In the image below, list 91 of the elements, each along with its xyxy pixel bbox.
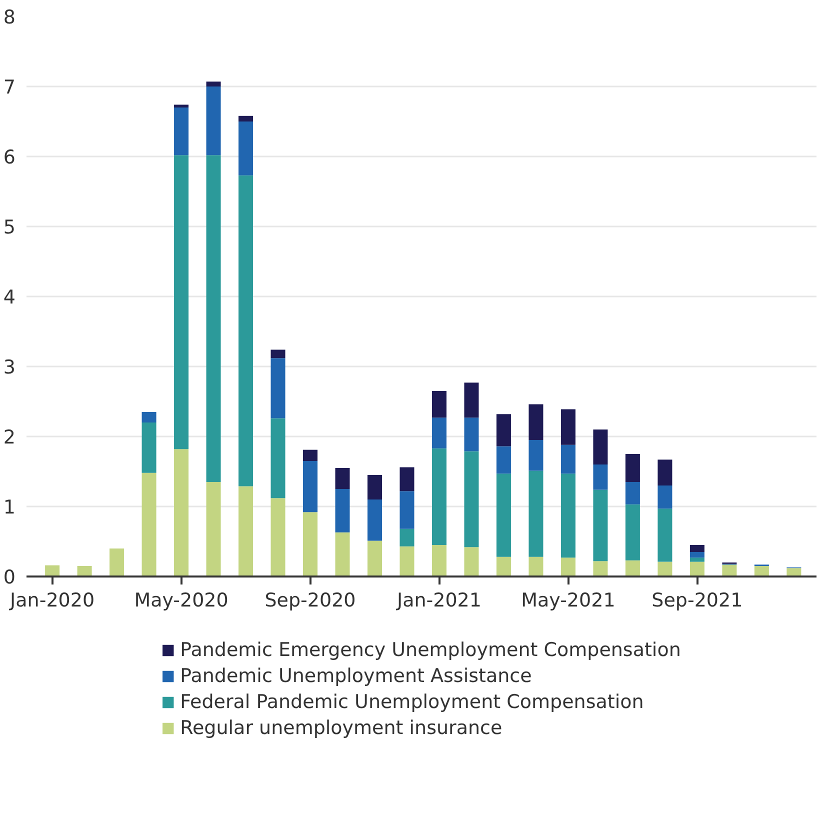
bar	[625, 560, 640, 576]
x-tick-label: Jan-2020	[9, 590, 95, 612]
bar	[528, 556, 544, 576]
bar	[658, 508, 672, 562]
bar	[142, 412, 156, 422]
bar	[206, 82, 221, 86]
bar	[432, 391, 446, 418]
bar	[303, 512, 318, 576]
bar	[270, 350, 286, 358]
x-tick-label: May-2021	[521, 590, 616, 612]
bar	[528, 404, 544, 440]
bar	[464, 547, 479, 576]
bar	[690, 552, 704, 558]
legend-label: Regular unemployment insurance	[180, 717, 502, 739]
bar	[658, 562, 672, 576]
bar	[400, 546, 414, 576]
bar	[658, 460, 672, 486]
bar	[625, 504, 640, 560]
bar	[270, 358, 286, 418]
bar	[593, 561, 608, 576]
y-tick-label: 4	[3, 286, 16, 308]
bar	[206, 482, 221, 576]
legend-label: Pandemic Emergency Unemployment Compensation	[180, 639, 681, 661]
bar	[110, 548, 124, 576]
bar	[690, 558, 704, 562]
bar	[528, 440, 544, 471]
bar	[270, 498, 286, 576]
bar	[367, 540, 382, 576]
y-tick-label: 5	[3, 216, 16, 238]
bar	[464, 451, 479, 548]
bar	[367, 475, 382, 500]
bar	[142, 472, 156, 576]
bar	[432, 448, 446, 545]
y-tick-label: 8	[3, 6, 16, 28]
bar	[625, 482, 640, 504]
bar	[238, 486, 254, 576]
bar	[206, 86, 221, 156]
bar	[238, 116, 254, 122]
x-tick-label: Sep-2021	[652, 590, 743, 612]
bar	[335, 532, 350, 576]
bar	[625, 454, 640, 482]
bar	[560, 409, 576, 445]
x-tick-label: Jan-2021	[396, 590, 482, 612]
bar	[303, 461, 318, 512]
bar	[496, 474, 511, 557]
bar	[174, 449, 189, 576]
bar	[400, 528, 414, 546]
bar	[367, 500, 382, 541]
bar	[174, 155, 189, 450]
bar	[174, 104, 189, 108]
y-tick-label: 6	[3, 146, 16, 168]
bar	[335, 468, 350, 489]
bar	[335, 489, 350, 532]
bar	[496, 446, 511, 474]
y-tick-label: 2	[3, 426, 16, 448]
bar	[142, 422, 156, 473]
bar	[303, 450, 318, 461]
bar	[658, 486, 672, 509]
bar	[174, 108, 189, 156]
bar	[400, 491, 414, 529]
x-tick-label: May-2020	[134, 590, 228, 612]
bar	[593, 430, 608, 464]
bar	[690, 545, 704, 552]
bar	[238, 122, 254, 176]
bar	[722, 564, 737, 576]
bar	[432, 545, 446, 576]
bar	[400, 467, 414, 492]
bar	[270, 418, 286, 498]
bar	[464, 418, 479, 452]
y-tick-label: 3	[3, 356, 16, 378]
bar	[206, 155, 221, 482]
x-tick-label: Sep-2020	[264, 590, 356, 612]
bar	[560, 444, 576, 474]
y-tick-label: 7	[3, 76, 16, 98]
bar	[238, 175, 254, 486]
bar	[496, 556, 511, 576]
y-tick-label: 0	[3, 566, 16, 588]
bar	[560, 474, 576, 558]
bar	[593, 464, 608, 490]
bar	[464, 382, 479, 418]
bar	[528, 470, 544, 557]
legend-label: Pandemic Unemployment Assistance	[180, 665, 532, 687]
bar	[690, 562, 704, 576]
bar	[593, 490, 608, 562]
y-tick-label: 1	[3, 496, 16, 518]
bar	[754, 566, 769, 576]
bar	[496, 414, 511, 446]
bar	[432, 418, 446, 448]
legend-label: Federal Pandemic Unemployment Compensation	[180, 691, 644, 713]
bar	[77, 566, 92, 576]
bar	[560, 558, 576, 576]
